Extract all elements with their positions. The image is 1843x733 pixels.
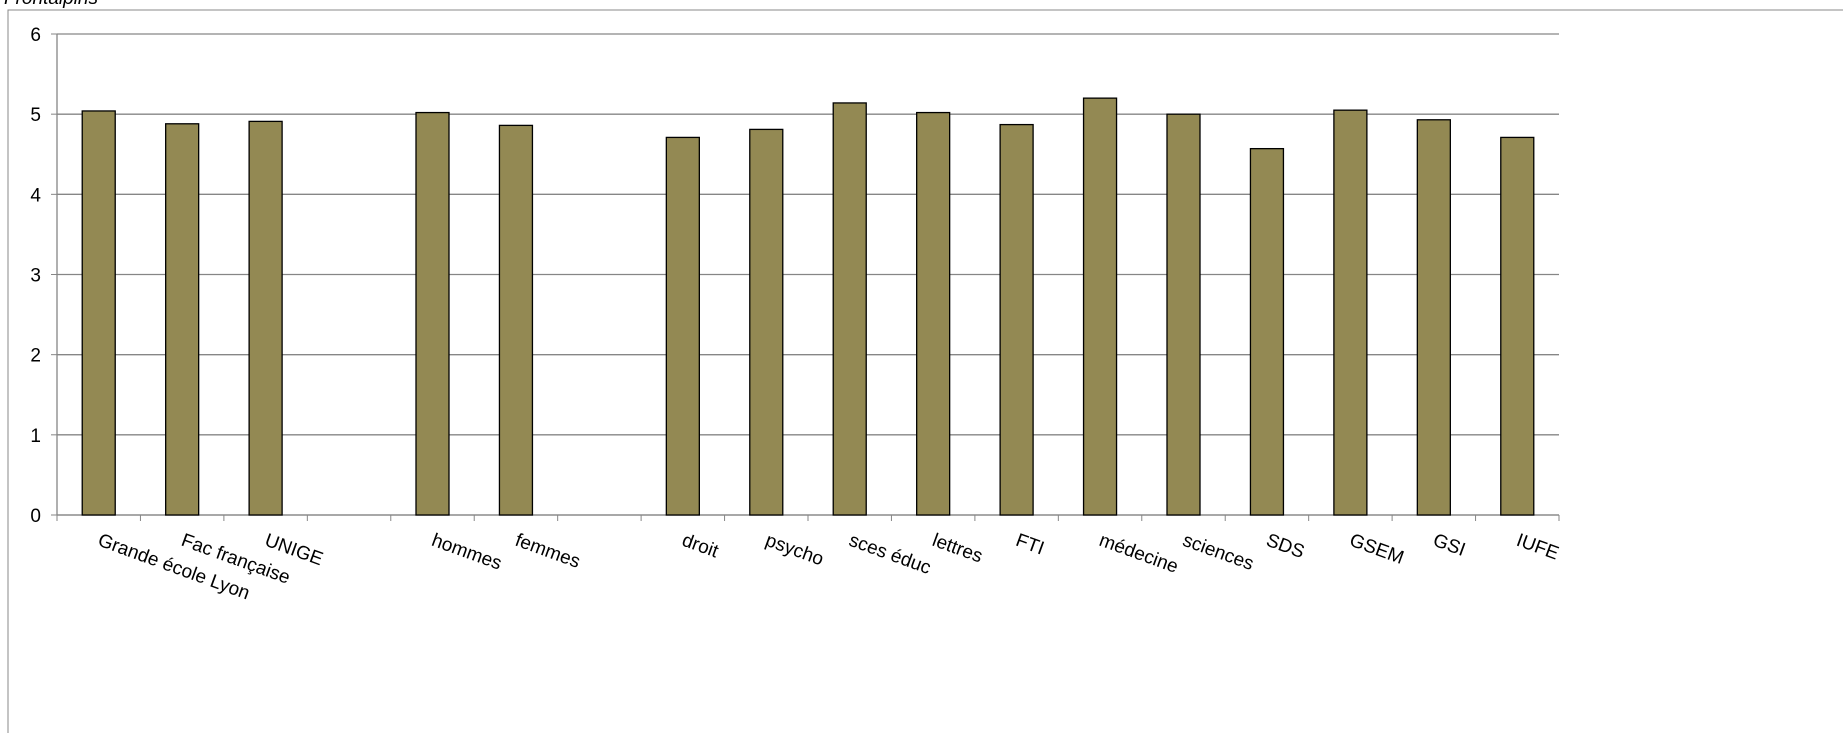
y-tick-label: 4 (30, 185, 41, 206)
bar (1500, 136, 1535, 516)
y-tick-label: 6 (30, 25, 41, 46)
bar (665, 136, 700, 516)
bar (1166, 113, 1201, 516)
bar (415, 111, 450, 516)
y-tick-label: 1 (30, 426, 41, 447)
bar (1082, 97, 1118, 516)
y-tick-label: 3 (30, 266, 41, 287)
bar (999, 123, 1034, 516)
y-tick-label: 2 (30, 346, 41, 367)
bar (248, 120, 283, 516)
y-tick-label: 5 (30, 105, 41, 126)
bar (1333, 109, 1368, 516)
bar (498, 124, 534, 516)
bar (749, 128, 784, 516)
bar (1249, 147, 1285, 516)
y-tick-label: 0 (30, 506, 41, 527)
chart-title: Frontalpins (4, 0, 98, 9)
bar (916, 111, 951, 516)
bar (165, 123, 200, 516)
bar (81, 110, 116, 516)
bar (1416, 119, 1451, 516)
bar (832, 102, 867, 516)
